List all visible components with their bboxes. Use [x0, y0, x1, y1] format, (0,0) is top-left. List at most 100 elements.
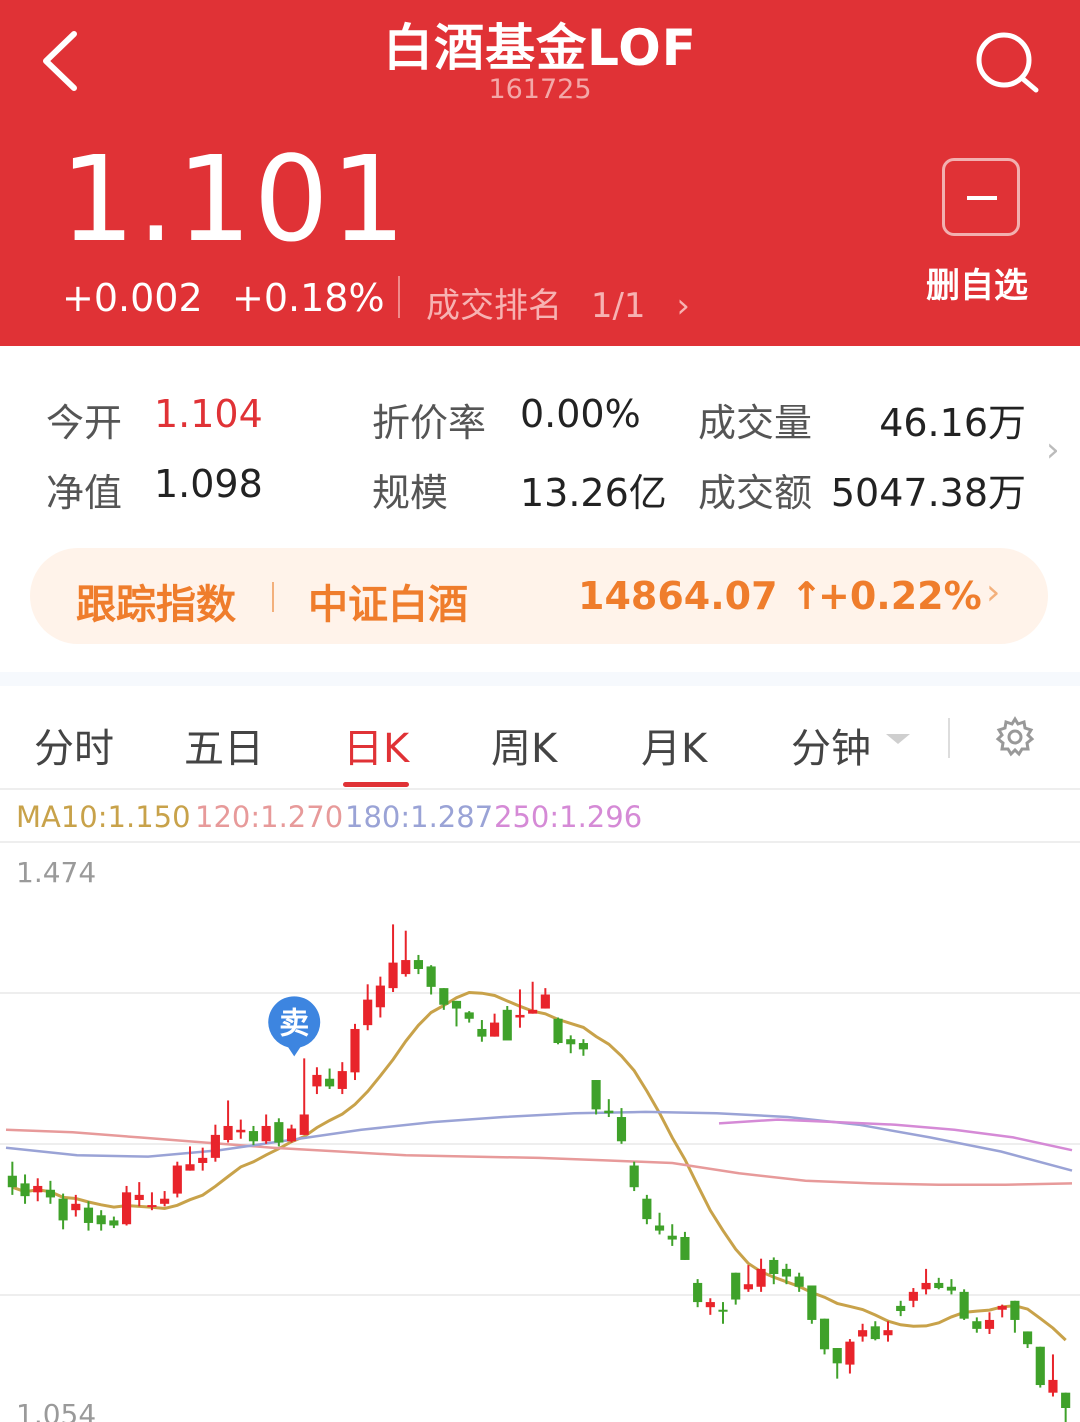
divider	[398, 276, 400, 318]
tab-monthly-k[interactable]: 月K	[641, 726, 708, 772]
candle-body	[1061, 1392, 1071, 1408]
search-icon[interactable]	[972, 28, 1042, 98]
divider	[272, 582, 274, 612]
candle-body	[997, 1305, 1007, 1310]
candle-body	[20, 1183, 30, 1197]
tab-minute[interactable]: 分钟	[791, 726, 871, 772]
candle-body	[908, 1291, 918, 1301]
candle-body	[274, 1122, 284, 1143]
remove-watchlist-button[interactable]	[942, 158, 1020, 236]
candle-body	[731, 1272, 741, 1300]
rank-label: 成交排名	[426, 286, 562, 326]
candle-body	[515, 1014, 525, 1018]
candle-body	[464, 1012, 474, 1019]
candle-body	[96, 1215, 106, 1225]
candle-body	[858, 1330, 868, 1337]
gear-icon[interactable]	[994, 716, 1036, 758]
volume-value: 46.16万	[879, 401, 1026, 445]
ma10-line	[11, 990, 1067, 1342]
volume-rank-link[interactable]: 成交排名 1/1 ›	[426, 278, 690, 327]
candle-body	[325, 1078, 335, 1087]
discount-label: 折价率	[372, 401, 487, 445]
candle-body	[528, 1009, 538, 1014]
remove-watchlist-label[interactable]: 删自选	[926, 266, 1028, 306]
candle-body	[7, 1175, 17, 1188]
active-tab-indicator	[343, 782, 409, 787]
quote-header: 白酒基金LOF 161725 1.101 +0.002 +0.18% 成交排名 …	[0, 0, 1080, 346]
candle-body	[807, 1285, 817, 1320]
tab-intraday[interactable]: 分时	[34, 726, 114, 772]
candle-body	[680, 1236, 690, 1260]
divider	[0, 788, 1080, 790]
current-price: 1.101	[60, 130, 408, 268]
candle-body	[490, 1022, 500, 1037]
tab-five-day[interactable]: 五日	[184, 726, 264, 772]
candle-body	[375, 985, 385, 1008]
candle-body	[223, 1125, 233, 1140]
open-value: 1.104	[154, 392, 263, 436]
tracked-index-value: 14864.07 ↑	[578, 574, 823, 618]
ma180-legend: 180:1.287	[345, 800, 494, 834]
y-axis-min-label: 1.054	[16, 1398, 97, 1422]
candle-body	[616, 1117, 627, 1142]
candle-body	[451, 1000, 462, 1009]
candle-body	[350, 1028, 360, 1073]
candle-body	[401, 960, 411, 975]
candle-body	[845, 1341, 855, 1365]
candle-body	[591, 1080, 601, 1110]
candle-body	[972, 1321, 982, 1329]
candle-body	[794, 1276, 804, 1287]
nav-label: 净值	[46, 471, 123, 515]
candle-body	[185, 1164, 195, 1171]
candle-body	[959, 1291, 969, 1319]
tracked-index-name: 中证白酒	[308, 582, 468, 628]
candle-body	[160, 1198, 170, 1204]
candle-body	[210, 1134, 220, 1158]
ma250-line	[718, 1118, 1073, 1152]
price-change: +0.002	[62, 276, 203, 320]
candle-body	[819, 1318, 830, 1350]
candle-body	[870, 1326, 880, 1340]
dropdown-caret-icon[interactable]	[886, 734, 910, 744]
candle-body	[756, 1268, 766, 1287]
candle-body	[1010, 1300, 1020, 1320]
tab-daily-k[interactable]: 日K	[343, 726, 410, 772]
sell-marker-label: 卖	[279, 1006, 309, 1041]
candle-body	[642, 1198, 652, 1220]
turnover-value: 5047.38万	[830, 471, 1026, 515]
volume-label: 成交量	[698, 401, 813, 445]
candle-body	[236, 1129, 246, 1133]
candle-body	[198, 1157, 208, 1163]
candle-body	[629, 1165, 639, 1188]
kline-svg: 卖	[0, 841, 1080, 1422]
discount-value: 0.00%	[520, 392, 641, 436]
candle-body	[705, 1302, 715, 1308]
candle-body	[109, 1220, 119, 1226]
kline-chart[interactable]: 卖 1.474 1.054	[0, 838, 1080, 1422]
arrow-up-icon: ↑	[790, 574, 823, 618]
candle-body	[896, 1305, 906, 1312]
tab-weekly-k[interactable]: 周K	[491, 726, 558, 772]
ma120-legend: 120:1.270	[195, 800, 344, 834]
ma120-line	[5, 1128, 1073, 1186]
y-axis-max-label: 1.474	[16, 856, 97, 889]
candle-body	[693, 1282, 703, 1303]
candle-body	[743, 1284, 753, 1290]
candle-body	[934, 1282, 944, 1289]
candle-body	[604, 1110, 614, 1114]
candle-body	[363, 999, 373, 1026]
scale-value: 13.26亿	[520, 471, 667, 515]
candle-body	[299, 1114, 309, 1135]
candle-body	[1035, 1346, 1045, 1386]
candle-body	[1023, 1331, 1033, 1345]
tracked-index-change: +0.22%	[818, 574, 982, 618]
candle-body	[33, 1185, 43, 1193]
back-arrow-icon[interactable]	[34, 26, 94, 96]
chevron-right-icon[interactable]: ›	[1046, 430, 1060, 470]
candle-body	[45, 1189, 55, 1198]
candle-body	[667, 1235, 677, 1240]
candle-body	[413, 960, 424, 969]
tracked-index-bar[interactable]: 跟踪指数 中证白酒 14864.07 ↑ +0.22% ›	[30, 548, 1048, 644]
ma10-legend: MA10:1.150	[16, 800, 191, 834]
candle-body	[71, 1203, 81, 1211]
